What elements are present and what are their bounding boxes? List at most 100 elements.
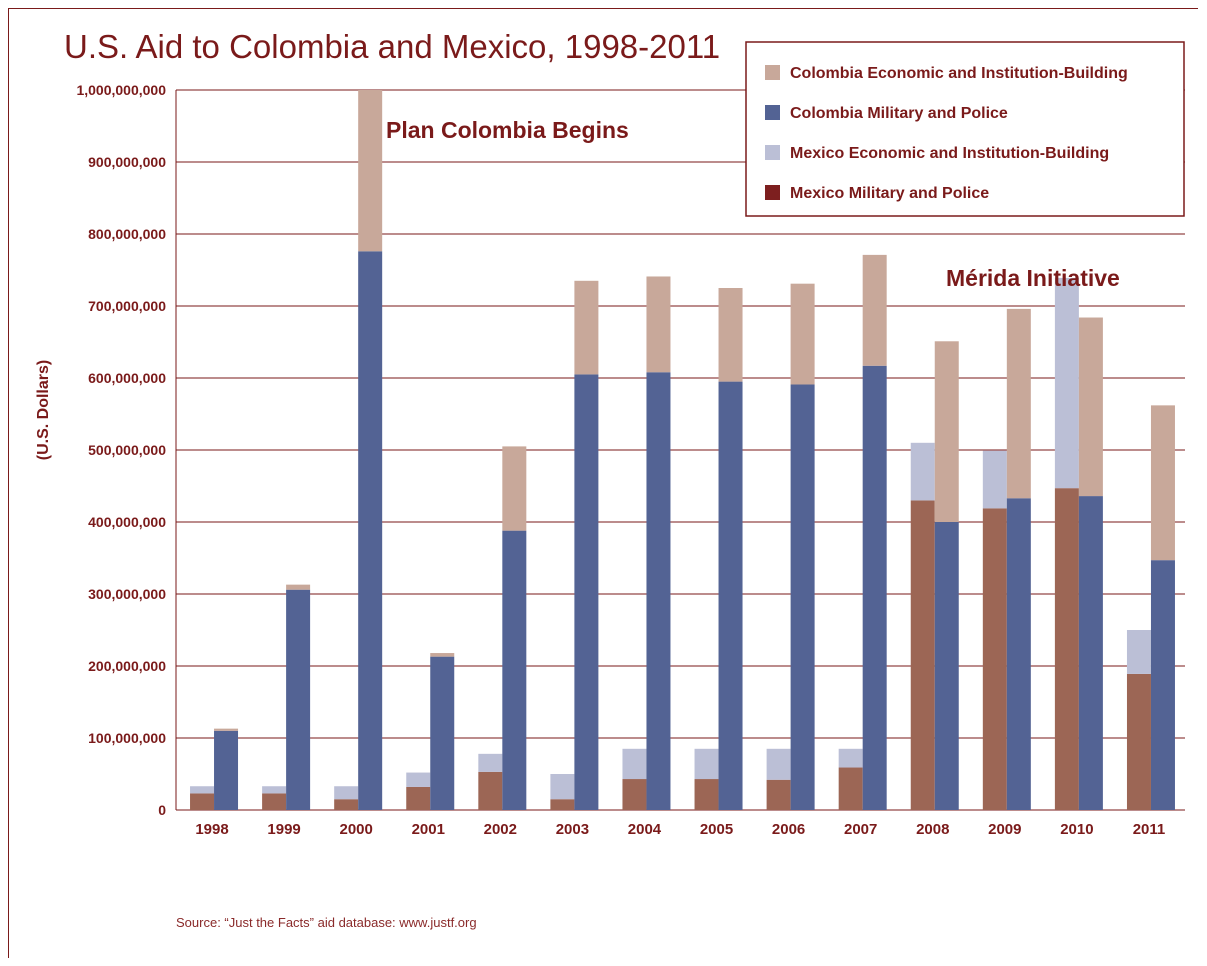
bar-colombia-economic-and-institution-building-2008	[934, 341, 959, 522]
y-axis-label: (U.S. Dollars)	[35, 360, 52, 460]
bar-colombia-economic-and-institution-building-2009	[1006, 308, 1031, 499]
x-tick-label: 2005	[700, 821, 733, 838]
bar-colombia-economic-and-institution-building-2002	[502, 446, 527, 531]
bar-colombia-economic-and-institution-building-2000	[358, 90, 383, 252]
bar-colombia-military-and-police-2011	[1150, 560, 1175, 810]
x-tick-label: 2008	[916, 821, 949, 838]
bar-mexico-military-and-police-2002	[478, 771, 503, 810]
bar-colombia-economic-and-institution-building-2001	[430, 653, 455, 657]
y-tick-label: 1,000,000,000	[76, 82, 166, 98]
bar-colombia-military-and-police-1999	[286, 589, 311, 810]
x-tick-label: 2001	[412, 821, 445, 838]
bar-mexico-economic-and-institution-building-1998	[190, 786, 215, 794]
bar-mexico-military-and-police-2004	[622, 779, 647, 810]
bar-mexico-military-and-police-2009	[982, 508, 1007, 810]
x-tick-label: 2003	[556, 821, 589, 838]
legend-swatch	[765, 105, 780, 120]
bar-mexico-military-and-police-2011	[1126, 673, 1151, 810]
y-tick-label: 0	[158, 802, 166, 818]
bar-mexico-military-and-police-2005	[694, 779, 719, 810]
x-tick-label: 2009	[988, 821, 1021, 838]
bar-mexico-economic-and-institution-building-1999	[262, 786, 287, 794]
bar-mexico-economic-and-institution-building-2000	[334, 786, 359, 800]
bar-mexico-economic-and-institution-building-2009	[982, 450, 1007, 509]
bar-colombia-military-and-police-1998	[214, 730, 239, 810]
y-tick-label: 500,000,000	[88, 442, 166, 458]
bar-colombia-military-and-police-2010	[1078, 496, 1103, 810]
legend-label: Mexico Military and Police	[790, 185, 989, 202]
bar-mexico-military-and-police-2006	[766, 779, 791, 810]
bar-mexico-military-and-police-2001	[406, 786, 431, 810]
y-tick-label: 800,000,000	[88, 226, 166, 242]
bar-colombia-military-and-police-2008	[934, 522, 959, 810]
bars	[190, 90, 1175, 810]
x-tick-label: 2006	[772, 821, 805, 838]
bar-colombia-economic-and-institution-building-2005	[718, 288, 743, 382]
x-tick-label: 1999	[267, 821, 300, 838]
bar-colombia-military-and-police-2006	[790, 384, 815, 810]
bar-colombia-military-and-police-2001	[430, 656, 455, 810]
bar-mexico-military-and-police-1998	[190, 793, 215, 810]
bar-colombia-economic-and-institution-building-1998	[214, 728, 239, 731]
bar-colombia-military-and-police-2009	[1006, 498, 1031, 810]
annotation-label: Plan Colombia Begins	[386, 117, 629, 143]
bar-colombia-military-and-police-2005	[718, 381, 743, 810]
x-tick-labels: 1998 1999 2000 2001 2002 2003 2004 2005 2006 2007…	[195, 821, 1165, 838]
bar-mexico-military-and-police-2010	[1054, 488, 1079, 810]
y-tick-labels: 0 100,000,000 200,000,000 300,000,000 400,00…	[76, 82, 166, 818]
y-tick-label: 300,000,000	[88, 586, 166, 602]
bar-mexico-military-and-police-2003	[550, 799, 575, 810]
legend-label: Mexico Economic and Institution-Building	[790, 145, 1109, 162]
bar-mexico-economic-and-institution-building-2008	[910, 442, 935, 501]
bar-colombia-military-and-police-2007	[862, 365, 887, 810]
bar-colombia-economic-and-institution-building-2003	[574, 280, 599, 375]
legend-box	[745, 41, 1185, 217]
bar-colombia-economic-and-institution-building-1999	[286, 584, 311, 590]
y-tick-label: 400,000,000	[88, 514, 166, 530]
y-tick-label: 900,000,000	[88, 154, 166, 170]
x-tick-label: 2011	[1133, 821, 1166, 838]
y-tick-label: 200,000,000	[88, 658, 166, 674]
x-tick-label: 2010	[1060, 821, 1093, 838]
y-tick-label: 100,000,000	[88, 730, 166, 746]
legend-label: Colombia Economic and Institution-Buildi…	[790, 65, 1128, 82]
bar-mexico-economic-and-institution-building-2001	[406, 772, 431, 787]
legend: Colombia Economic and Institution-Buildi…	[745, 41, 1185, 217]
source-note: Source: “Just the Facts” aid database: w…	[176, 915, 477, 930]
bar-colombia-economic-and-institution-building-2010	[1078, 317, 1103, 497]
chart-title: U.S. Aid to Colombia and Mexico, 1998-20…	[64, 28, 720, 65]
legend-swatch	[765, 145, 780, 160]
annotation-label: Mérida Initiative	[946, 265, 1120, 291]
bar-mexico-economic-and-institution-building-2002	[478, 753, 503, 772]
bar-mexico-economic-and-institution-building-2004	[622, 748, 647, 780]
x-tick-label: 2004	[628, 821, 662, 838]
bar-colombia-military-and-police-2000	[358, 251, 383, 810]
bar-colombia-military-and-police-2003	[574, 374, 599, 810]
bar-mexico-economic-and-institution-building-2011	[1126, 630, 1151, 674]
bar-mexico-economic-and-institution-building-2005	[694, 748, 719, 780]
bar-colombia-economic-and-institution-building-2011	[1150, 405, 1175, 561]
y-tick-label: 600,000,000	[88, 370, 166, 386]
bar-colombia-military-and-police-2004	[646, 372, 671, 810]
bar-mexico-military-and-police-2008	[910, 500, 935, 810]
bar-mexico-economic-and-institution-building-2010	[1054, 277, 1079, 489]
bar-colombia-economic-and-institution-building-2007	[862, 254, 887, 366]
bar-mexico-military-and-police-2007	[838, 767, 863, 810]
bar-colombia-economic-and-institution-building-2004	[646, 276, 671, 373]
bar-mexico-economic-and-institution-building-2003	[550, 774, 575, 800]
legend-swatch	[765, 185, 780, 200]
bar-mexico-military-and-police-1999	[262, 793, 287, 810]
y-tick-label: 700,000,000	[88, 298, 166, 314]
x-tick-label: 2000	[339, 821, 372, 838]
x-tick-label: 2002	[484, 821, 517, 838]
legend-swatch	[765, 65, 780, 80]
bar-mexico-economic-and-institution-building-2006	[766, 748, 791, 780]
chart-frame	[8, 8, 1198, 958]
bar-mexico-economic-and-institution-building-2007	[838, 748, 863, 768]
bar-colombia-military-and-police-2002	[502, 530, 527, 810]
x-tick-label: 2007	[844, 821, 877, 838]
legend-label: Colombia Military and Police	[790, 105, 1008, 122]
annotations: Plan Colombia Begins Mérida Initiative	[386, 117, 1120, 291]
bar-mexico-military-and-police-2000	[334, 799, 359, 810]
